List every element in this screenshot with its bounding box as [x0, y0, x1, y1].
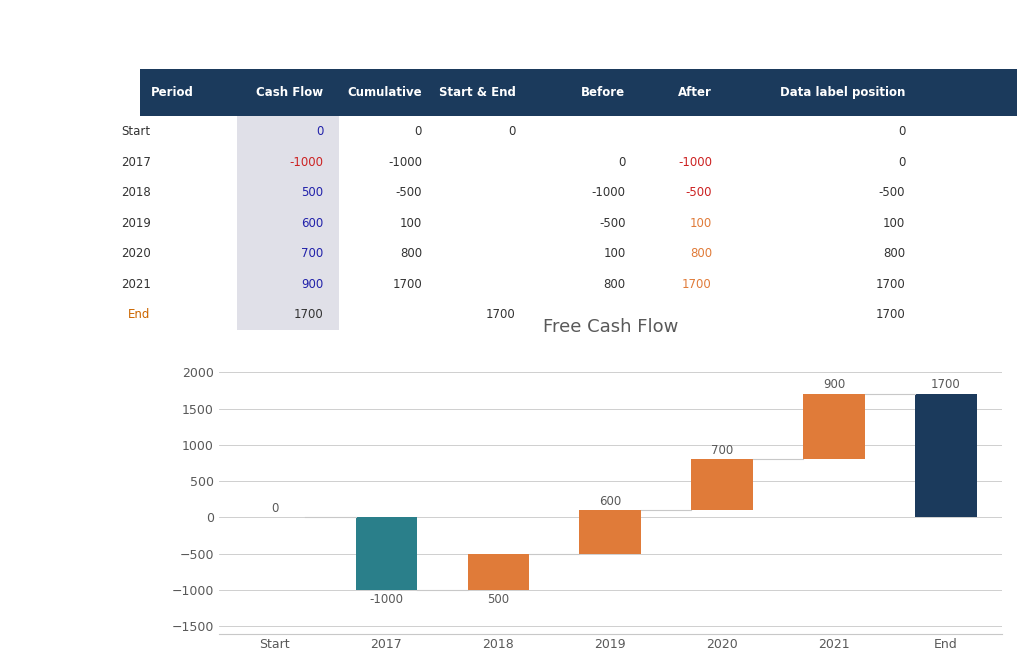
Text: 600: 600 — [599, 494, 621, 508]
Text: -500: -500 — [879, 186, 905, 199]
Text: -500: -500 — [396, 186, 422, 199]
Text: 100: 100 — [883, 216, 905, 230]
Text: 2020: 2020 — [121, 247, 151, 260]
Text: -1000: -1000 — [592, 186, 625, 199]
Text: 1700: 1700 — [393, 278, 422, 290]
Text: Start & End: Start & End — [438, 86, 516, 99]
Text: End: End — [128, 308, 151, 321]
Text: 2019: 2019 — [121, 216, 151, 230]
Text: Period: Period — [151, 86, 193, 99]
Text: -500: -500 — [599, 216, 625, 230]
Text: 700: 700 — [711, 444, 733, 457]
Text: 900: 900 — [823, 378, 845, 391]
Text: 0: 0 — [508, 125, 516, 138]
Text: Data label position: Data label position — [780, 86, 905, 99]
Text: 500: 500 — [487, 593, 510, 606]
Text: 2017: 2017 — [121, 156, 151, 168]
Text: After: After — [678, 86, 712, 99]
Text: 1700: 1700 — [876, 278, 905, 290]
Text: 700: 700 — [301, 247, 323, 260]
Bar — [468, 554, 529, 590]
Text: 0: 0 — [898, 156, 905, 168]
Text: Before: Before — [582, 86, 625, 99]
Bar — [356, 517, 417, 590]
Bar — [692, 459, 753, 510]
Text: -1000: -1000 — [290, 156, 323, 168]
Text: Cash Flow: Cash Flow — [256, 86, 323, 99]
Text: 2021: 2021 — [121, 278, 151, 290]
Bar — [140, 69, 1017, 116]
Title: Free Cash Flow: Free Cash Flow — [542, 318, 678, 336]
Text: 800: 800 — [400, 247, 422, 260]
Text: 1700: 1700 — [294, 308, 323, 321]
Text: 100: 100 — [603, 247, 625, 260]
Text: 0: 0 — [271, 502, 279, 515]
Text: 0: 0 — [898, 125, 905, 138]
Text: Waterfall Chart Template: Waterfall Chart Template — [66, 50, 301, 68]
Text: 0: 0 — [618, 156, 625, 168]
Text: © Corporate Finance Institute®. All rights reserved.: © Corporate Finance Institute®. All righ… — [8, 13, 280, 22]
Text: 1700: 1700 — [682, 278, 712, 290]
Text: 900: 900 — [301, 278, 323, 290]
Bar — [237, 116, 339, 330]
Text: 0: 0 — [415, 125, 422, 138]
Text: 800: 800 — [883, 247, 905, 260]
Bar — [580, 510, 641, 554]
Bar — [915, 394, 976, 517]
Text: 800: 800 — [690, 247, 712, 260]
Text: -500: -500 — [685, 186, 712, 199]
Text: 1700: 1700 — [486, 308, 516, 321]
Text: 100: 100 — [690, 216, 712, 230]
Text: -1000: -1000 — [369, 593, 404, 606]
Text: 100: 100 — [400, 216, 422, 230]
Text: -1000: -1000 — [388, 156, 422, 168]
Text: 1700: 1700 — [931, 378, 961, 391]
Text: 0: 0 — [316, 125, 323, 138]
Text: 1700: 1700 — [876, 308, 905, 321]
Text: 500: 500 — [301, 186, 323, 199]
Text: 800: 800 — [603, 278, 625, 290]
Text: -1000: -1000 — [678, 156, 712, 168]
Bar — [803, 394, 864, 459]
Text: 600: 600 — [301, 216, 323, 230]
Text: Cumulative: Cumulative — [348, 86, 422, 99]
Text: 2018: 2018 — [121, 186, 151, 199]
Text: Start: Start — [121, 125, 151, 138]
